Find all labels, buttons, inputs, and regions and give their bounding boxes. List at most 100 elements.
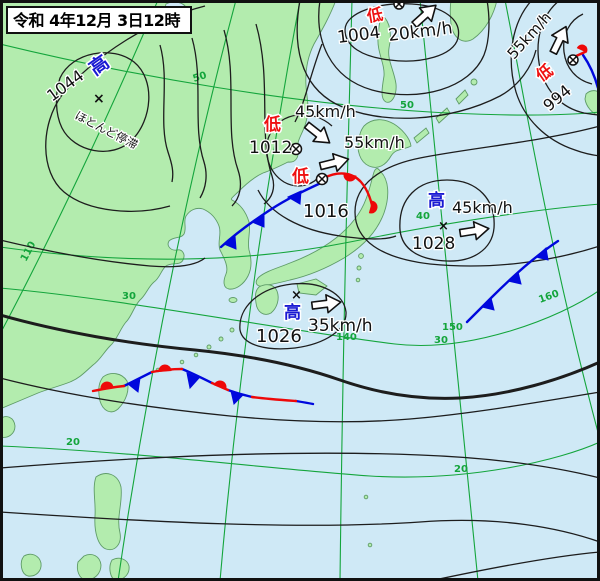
- isobar: [257, 189, 397, 240]
- latitude-50: [0, 43, 600, 116]
- isobar: [0, 511, 600, 543]
- cold-fronts: [122, 53, 600, 406]
- isobar: [265, 114, 333, 187]
- cold-front-triangle-icon: [506, 271, 522, 285]
- isobar: [239, 282, 347, 350]
- isobar: [318, 0, 490, 96]
- title-box: 令和 4年12月 3日12時: [6, 6, 192, 34]
- latitude-30: [0, 287, 600, 346]
- isobar: [344, 3, 460, 62]
- landmass-ne-blob: [584, 90, 600, 117]
- isobar: [159, 44, 174, 183]
- warm-front-line: [322, 172, 375, 214]
- isobar: [191, 37, 207, 199]
- izu-island: [355, 277, 361, 283]
- stationary-front-triangle-icon: [186, 372, 200, 390]
- occluded-front-semicircle-icon: [576, 44, 588, 53]
- isobar: [399, 179, 495, 262]
- high-center-mark: ×: [93, 91, 105, 107]
- latitude-20: [0, 441, 600, 478]
- wind-arrows: [303, 4, 569, 314]
- landmass-hainan: [0, 416, 16, 438]
- wind-arrow-icon: [458, 220, 490, 241]
- grat-label: 50: [400, 100, 414, 111]
- chart-title: 令和 4年12月 3日12時: [12, 11, 180, 30]
- warm-front-semicircle-icon: [368, 200, 378, 214]
- cold-front-triangle-icon: [222, 235, 237, 250]
- high-center-mark: ×: [438, 219, 449, 234]
- pressure-value: 1028: [412, 234, 455, 254]
- low-symbol: 低: [263, 114, 281, 135]
- warm-fronts: [91, 44, 588, 403]
- landmass-luzon: [93, 473, 122, 551]
- high-center-mark: ×: [291, 288, 302, 303]
- cold-front-triangle-icon: [534, 247, 549, 261]
- isobar: [0, 239, 206, 268]
- ryukyu-island: [206, 344, 212, 350]
- grat-label: 30: [122, 291, 136, 302]
- title-box-bg: [6, 6, 192, 34]
- ryukyu-island: [229, 327, 235, 333]
- kuril-island: [455, 89, 469, 105]
- stationary-front-semicircle-icon: [213, 380, 227, 390]
- low-symbol: 低: [364, 4, 384, 26]
- philippine-island: [76, 554, 102, 581]
- kuril-island: [470, 78, 478, 86]
- isobar: [45, 5, 206, 212]
- isobar: [0, 452, 600, 479]
- meridian-110: [0, 0, 159, 335]
- isobar-bold: [0, 313, 600, 400]
- isobar: [55, 52, 150, 152]
- stationary-front-blue-segment: [180, 367, 214, 385]
- island-sw-corner: [20, 553, 42, 577]
- high-symbol: 高: [284, 302, 301, 323]
- landmass-asia: [0, 0, 337, 410]
- high-symbol: 高: [428, 190, 445, 211]
- speed-value: 35km/h: [308, 316, 373, 336]
- meridian-120: [117, 0, 237, 581]
- meridian-140: [339, 0, 353, 581]
- grat-label: 50: [192, 70, 209, 85]
- wind-arrow-icon: [310, 294, 342, 314]
- stationary-front-blue-segment: [294, 399, 315, 406]
- ogasawara-island: [367, 542, 373, 548]
- wind-arrow-icon: [549, 25, 569, 56]
- wind-arrow-icon: [411, 4, 437, 29]
- landmass-hokkaido: [357, 119, 412, 168]
- ryukyu-island: [218, 336, 224, 342]
- landmass-kamchatka: [449, 0, 498, 42]
- landmass-honshu: [255, 168, 389, 287]
- meridian-130: [219, 0, 301, 581]
- grat-label: 40: [416, 211, 430, 222]
- cold-front-triangle-icon: [250, 213, 265, 228]
- kuril-island: [413, 127, 430, 144]
- island-cheju: [228, 297, 238, 303]
- speed-value: 45km/h: [295, 102, 356, 121]
- isobar: [429, 551, 600, 581]
- low-center-icon: [289, 142, 303, 156]
- grat-label: 30: [434, 335, 448, 346]
- stationary-front-triangle-icon: [127, 377, 141, 393]
- low-symbol: 低: [291, 166, 309, 187]
- low-center-icon: [315, 172, 329, 186]
- cold-front-triangle-icon: [286, 190, 302, 205]
- low-center-icon: [567, 54, 579, 66]
- wind-arrow-icon: [318, 152, 350, 173]
- wind-arrow-icon: [303, 121, 331, 144]
- pressure-value: 1012: [249, 138, 292, 158]
- speed-value: 55km/h: [344, 133, 405, 152]
- cold-front-line: [219, 180, 325, 249]
- ryukyu-island: [193, 352, 199, 358]
- latitude-40: [0, 203, 600, 260]
- pressure-value: 1016: [303, 201, 349, 222]
- isobar: [0, 377, 600, 423]
- pressure-value: 1026: [256, 326, 302, 347]
- grat-label: 20: [66, 437, 80, 448]
- isobar: [537, 0, 600, 116]
- isobar: [563, 13, 593, 85]
- cold-front-triangle-icon: [481, 297, 495, 311]
